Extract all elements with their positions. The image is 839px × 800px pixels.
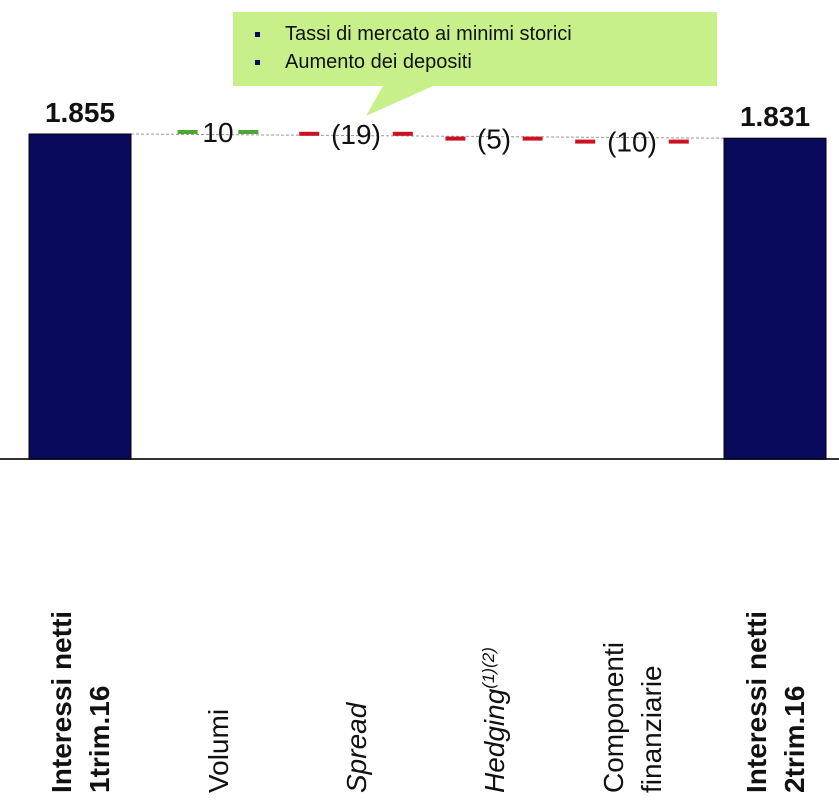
delta-bar-left-4	[575, 139, 596, 144]
total-bar-0	[28, 133, 132, 460]
delta-bar-right-1	[238, 130, 259, 134]
delta-label-2: (19)	[331, 119, 381, 150]
total-bar-5	[723, 137, 827, 460]
category-label-part-5-0-0: Interessi netti	[741, 611, 772, 793]
category-label-line-0-1: 1trim.16	[84, 686, 115, 793]
category-label-part-5-1-0: 2trim.16	[779, 686, 810, 793]
category-label-line-5-0: Interessi netti	[741, 611, 772, 793]
category-label-line-4-0: Componenti	[598, 642, 629, 793]
category-label-line-1-0: Volumi	[203, 709, 234, 793]
category-label-5: Interessi netti 2trim.16	[741, 611, 810, 793]
category-label-part-0-0-0: Interessi netti	[46, 611, 77, 793]
total-label-5: 1.831	[740, 101, 810, 132]
category-label-part-2-0-0: Spread	[341, 701, 372, 793]
delta-bar-left-1	[177, 130, 198, 134]
delta-label-4: (10)	[607, 127, 657, 158]
category-label-part-3-0-0: Hedging	[479, 688, 510, 793]
delta-label-3: (5)	[477, 124, 511, 155]
category-label-4: Componenti finanziarie	[598, 642, 667, 793]
category-label-1: Volumi	[203, 709, 234, 793]
callout-text-1: Aumento dei depositi	[285, 51, 472, 73]
category-label-line-4-1: finanziarie	[636, 665, 667, 793]
callout-bullet-1	[255, 60, 260, 65]
category-label-line-5-1: 2trim.16	[779, 686, 810, 793]
delta-bar-right-3	[522, 136, 543, 141]
callout-text-0: Tassi di mercato ai minimi storici	[285, 23, 572, 45]
connector-line	[130, 133, 725, 139]
total-label-0: 1.855	[45, 97, 115, 128]
category-label-part-4-1-0: finanziarie	[636, 665, 667, 793]
category-label-line-3-0: Hedging(1)(2)	[479, 647, 510, 793]
category-label-line-2-0: Spread	[341, 701, 372, 793]
category-label-part-1-0-0: Volumi	[203, 709, 234, 793]
category-label-0: Interessi netti 1trim.16	[46, 611, 115, 793]
delta-bar-left-3	[445, 136, 466, 141]
category-label-part-0-1-0: 1trim.16	[84, 686, 115, 793]
delta-bar-right-2	[392, 131, 413, 136]
delta-label-1: 10	[202, 117, 233, 148]
category-label-3: Hedging(1)(2)	[479, 647, 510, 793]
callout-shape	[233, 12, 717, 116]
category-label-part-4-0-0: Componenti	[598, 642, 629, 793]
category-label-part-3-0-1: (1)(2)	[479, 647, 498, 689]
callout-box: Tassi di mercato ai minimi storici Aument…	[233, 12, 717, 116]
callout-bullet-0	[255, 32, 260, 37]
category-label-2: Spread	[341, 701, 372, 793]
delta-bar-left-2	[299, 131, 320, 136]
category-label-line-0-0: Interessi netti	[46, 611, 77, 793]
delta-bar-right-4	[668, 139, 689, 144]
